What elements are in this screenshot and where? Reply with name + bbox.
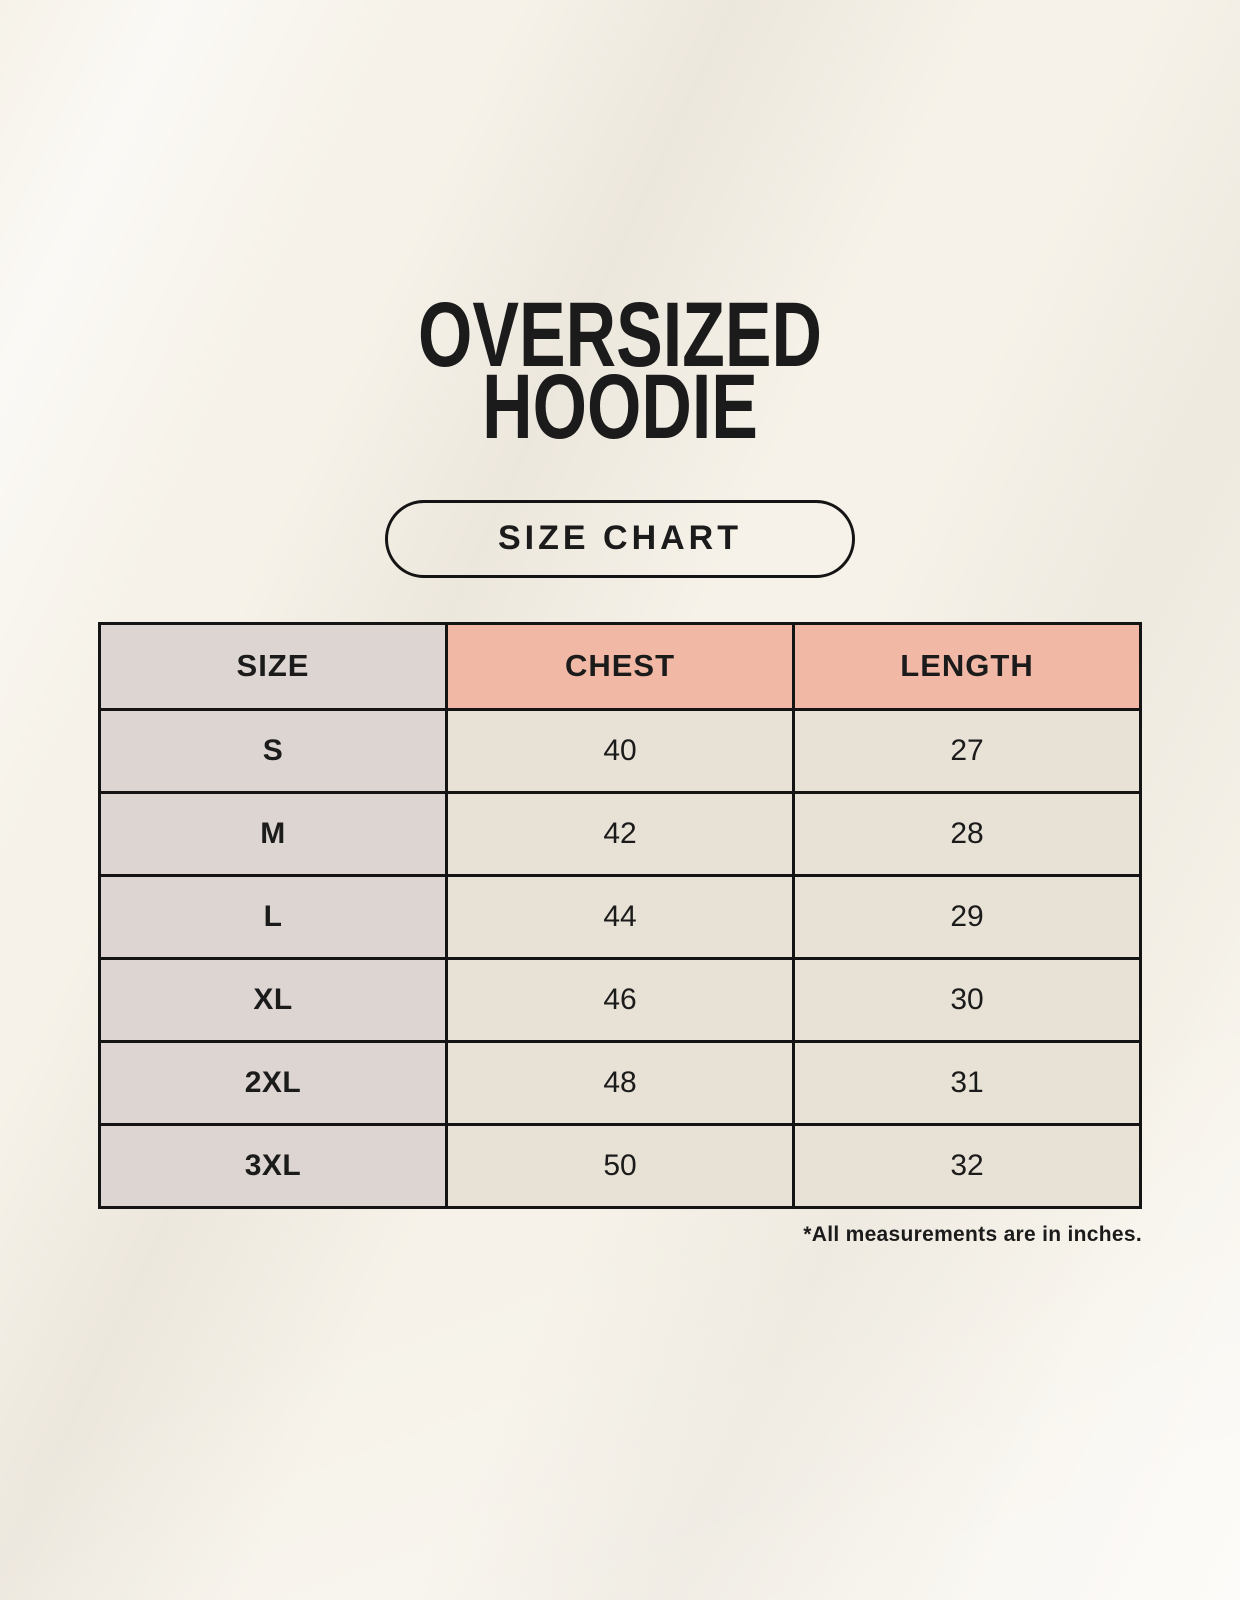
table-header-row: SIZE CHEST LENGTH <box>98 621 1142 711</box>
size-chart-badge: SIZE CHART <box>385 499 855 578</box>
page-title-line1: OVERSIZED <box>417 284 823 386</box>
size-cell: 3XL <box>98 1122 448 1209</box>
length-cell: 29 <box>792 873 1142 960</box>
chest-cell: 42 <box>445 790 795 877</box>
size-chart-badge-label: SIZE CHART <box>498 519 742 557</box>
length-cell: 31 <box>792 1039 1142 1126</box>
table-row: M 42 28 <box>98 790 1142 877</box>
size-cell: 2XL <box>98 1039 448 1126</box>
chest-cell: 40 <box>445 707 795 794</box>
length-cell: 27 <box>792 707 1142 794</box>
size-cell: XL <box>98 956 448 1043</box>
length-cell: 30 <box>792 956 1142 1043</box>
chest-cell: 50 <box>445 1122 795 1209</box>
chest-cell: 48 <box>445 1039 795 1126</box>
measurements-footnote: *All measurements are in inches. <box>803 1222 1142 1246</box>
table-row: L 44 29 <box>98 873 1142 960</box>
page-title-line2: HOODIE <box>482 355 758 458</box>
chest-cell: 44 <box>445 873 795 960</box>
size-chart-table: SIZE CHEST LENGTH S 40 27 M 42 28 L 44 2… <box>98 621 1142 1209</box>
table-row: XL 46 30 <box>98 956 1142 1043</box>
size-chart-graphic: OVERSIZED HOODIE SIZE CHART SIZE CHEST L… <box>98 0 1142 1247</box>
chest-cell: 46 <box>445 956 795 1043</box>
page-title: OVERSIZED HOODIE <box>223 284 1016 458</box>
column-header-size: SIZE <box>98 621 448 711</box>
length-cell: 28 <box>792 790 1142 877</box>
column-header-length: LENGTH <box>792 621 1142 711</box>
size-cell: L <box>98 873 448 960</box>
table-row: S 40 27 <box>98 707 1142 794</box>
size-cell: M <box>98 790 448 877</box>
table-row: 2XL 48 31 <box>98 1039 1142 1126</box>
table-row: 3XL 50 32 <box>98 1122 1142 1209</box>
length-cell: 32 <box>792 1122 1142 1209</box>
column-header-chest: CHEST <box>445 621 795 711</box>
size-cell: S <box>98 707 448 794</box>
